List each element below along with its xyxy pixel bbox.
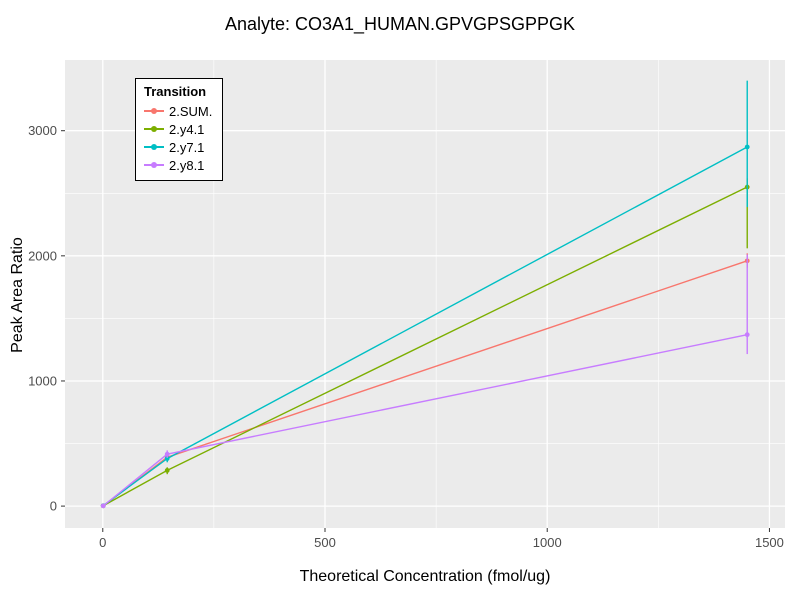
chart-title: Analyte: CO3A1_HUMAN.GPVGPSGPPGK	[224, 14, 576, 34]
x-tick-label: 0	[99, 535, 106, 550]
legend-swatch	[144, 158, 164, 172]
y-tick-label: 2000	[28, 248, 57, 263]
legend-label: 2.y7.1	[169, 139, 205, 155]
legend: Transition 2.SUM. 2.y4.1 2.y7.1 2.y8.1	[135, 78, 224, 181]
x-tick-label: 1500	[755, 535, 784, 550]
y-tick-label: 1000	[28, 373, 57, 388]
legend-items: 2.SUM. 2.y4.1 2.y7.1 2.y8.1	[144, 102, 212, 174]
x-axis-title: Theoretical Concentration (fmol/ug)	[299, 568, 551, 585]
x-tick-label: 500	[314, 535, 336, 550]
legend-item: 2.y8.1	[144, 156, 212, 174]
legend-swatch	[144, 122, 164, 136]
data-point	[744, 144, 750, 150]
legend-swatch	[144, 140, 164, 154]
legend-item: 2.y7.1	[144, 138, 212, 156]
legend-item: 2.y4.1	[144, 120, 212, 138]
y-tick-label: 3000	[28, 123, 57, 138]
data-point	[164, 468, 170, 473]
legend-item: 2.SUM.	[144, 102, 212, 120]
legend-label: 2.SUM.	[169, 103, 213, 119]
data-point	[164, 456, 170, 461]
data-point	[164, 451, 170, 457]
legend-label: 2.y8.1	[169, 157, 205, 173]
data-point	[100, 503, 106, 509]
x-tick-label: 1000	[533, 535, 562, 550]
legend-title: Transition	[144, 84, 207, 99]
y-tick-label: 0	[50, 499, 57, 514]
legend-label: 2.y4.1	[169, 121, 205, 137]
data-point	[744, 332, 750, 338]
y-axis-title: Peak Area Ratio	[9, 237, 26, 353]
legend-swatch	[144, 104, 164, 118]
